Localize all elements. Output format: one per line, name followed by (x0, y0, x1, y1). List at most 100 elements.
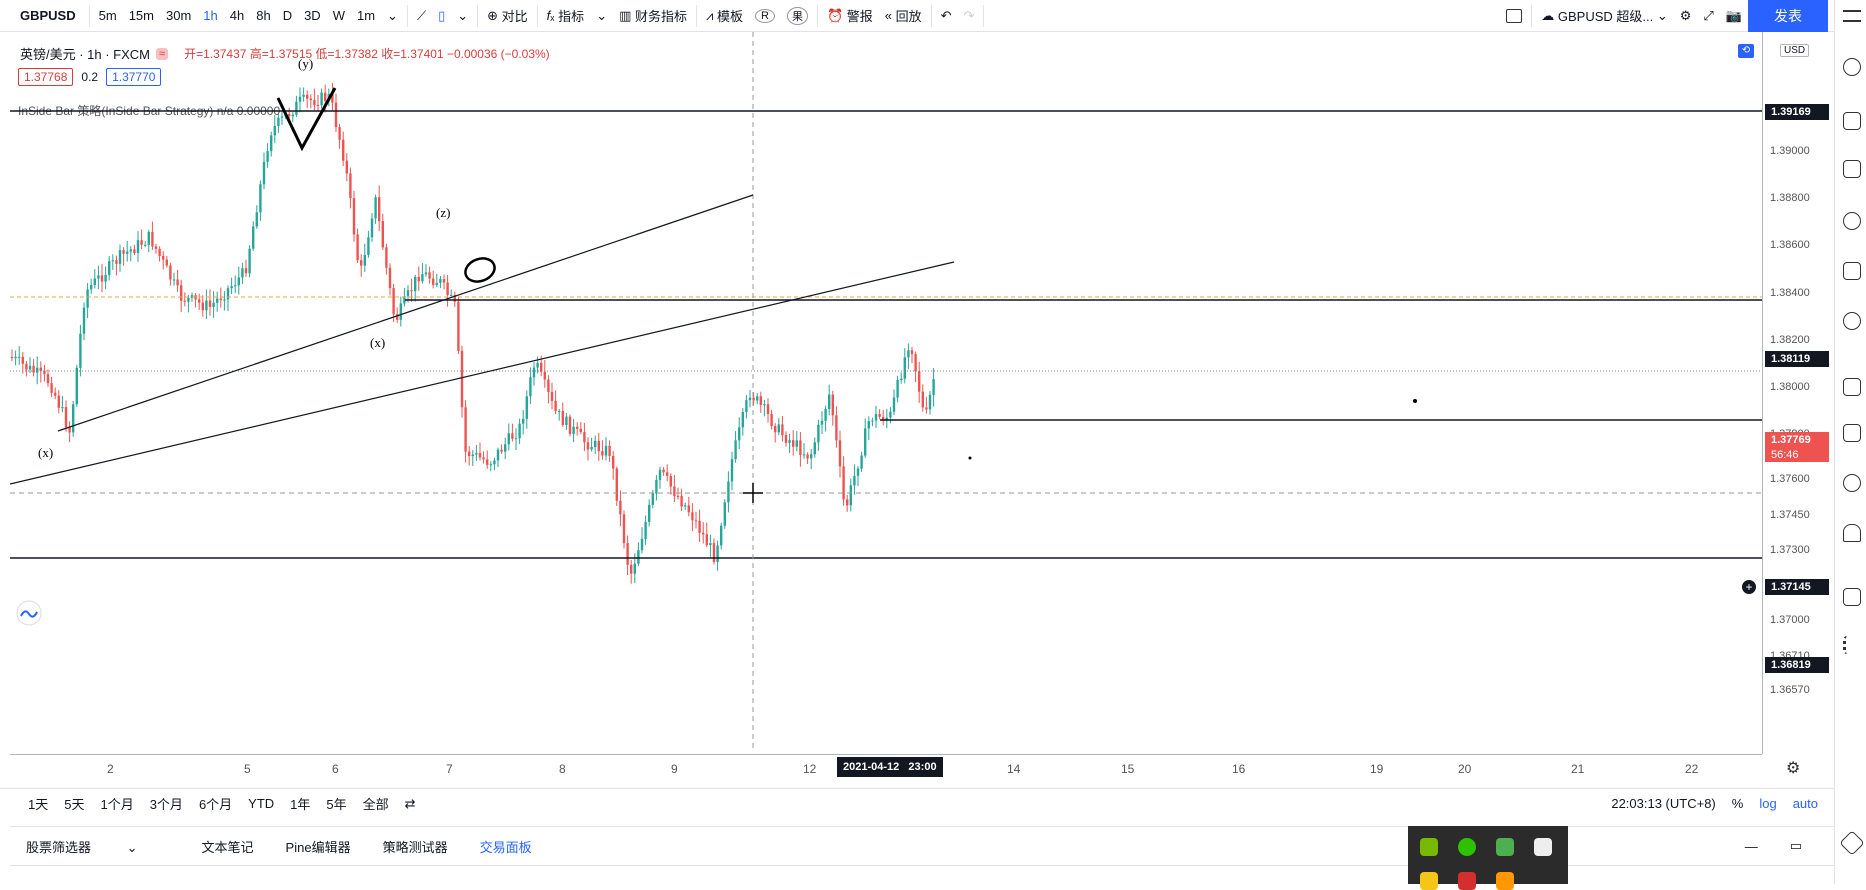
history-icon[interactable] (1843, 212, 1861, 230)
line-price-label[interactable]: 1.36819 (1765, 657, 1829, 673)
interval-w[interactable]: W (332, 8, 345, 23)
fullscreen-layout-icon[interactable] (1500, 0, 1528, 32)
add-plus-icon[interactable]: + (1741, 579, 1757, 595)
indicator-toggle-icon[interactable]: ≈ (156, 47, 169, 60)
maximize-icon[interactable]: ▭ (1789, 838, 1802, 853)
alerts-button[interactable]: ⏰ 警报 (821, 0, 879, 32)
candle-body (180, 285, 183, 301)
line-price-label[interactable]: 1.38119 (1765, 351, 1829, 367)
symbol-title[interactable]: 英镑/美元 · 1h · FXCM (20, 47, 151, 62)
symbol-search[interactable]: GBPUSD (20, 8, 76, 23)
chevron-down-icon[interactable]: ⌄ (596, 7, 608, 23)
line-chart-icon[interactable]: ⟋ (416, 7, 427, 23)
interval-8h[interactable]: 8h (256, 8, 271, 23)
sell-price[interactable]: 1.37768 (18, 68, 74, 86)
security-icon[interactable] (1534, 838, 1552, 856)
r-badge[interactable]: R (749, 0, 781, 32)
circle-drawing[interactable] (462, 255, 498, 286)
layers-icon[interactable] (1839, 830, 1865, 856)
tray-app-icon[interactable] (1496, 872, 1514, 890)
interval-15m[interactable]: 15m (128, 8, 154, 23)
range-5y[interactable]: 5年 (326, 797, 347, 812)
tray-app-icon[interactable] (1458, 872, 1476, 890)
alarm-clock-icon[interactable] (1843, 58, 1861, 76)
wechat-icon[interactable] (1458, 838, 1476, 856)
replay-button[interactable]: « 回放 (879, 0, 928, 32)
currency-badge[interactable]: USD (1780, 44, 1810, 57)
calendar-icon[interactable] (1843, 262, 1861, 280)
tab-trading-panel[interactable]: 交易面板 (479, 839, 532, 855)
details-icon[interactable] (1843, 160, 1861, 178)
range-1m[interactable]: 1个月 (100, 797, 134, 812)
idea-bulb-icon[interactable] (1843, 312, 1861, 330)
tab-stock-screener[interactable]: 股票筛选器 ⌄ (26, 837, 170, 856)
interval-4h[interactable]: 4h (229, 8, 245, 23)
v-drawing[interactable] (276, 87, 337, 152)
interval-30m[interactable]: 30m (165, 8, 192, 23)
clock-display[interactable]: 22:03:13 (UTC+8) (1611, 796, 1716, 811)
interval-3d[interactable]: 3D (304, 8, 321, 23)
watchlist-icon[interactable] (1843, 112, 1861, 130)
buy-price[interactable]: 1.37770 (106, 68, 162, 86)
auto-toggle[interactable]: auto (1792, 796, 1818, 811)
candle-body (169, 265, 172, 280)
sync-icon[interactable]: ⟲ (1738, 44, 1754, 58)
gear-icon[interactable]: ⚙ (1679, 7, 1692, 23)
trend-line-1[interactable] (57, 194, 754, 432)
line-price-label[interactable]: 1.39169 (1765, 104, 1829, 120)
interval-d[interactable]: D (282, 8, 293, 23)
range-1d[interactable]: 1天 (28, 797, 49, 812)
price-axis[interactable] (1762, 32, 1834, 754)
trend-line-2[interactable] (10, 261, 955, 485)
streams-icon[interactable] (1843, 474, 1861, 492)
candle-body (723, 502, 726, 526)
expand-panel-icon[interactable] (1843, 588, 1861, 606)
log-toggle[interactable]: log (1759, 796, 1777, 811)
range-1y[interactable]: 1年 (290, 797, 311, 812)
minimize-icon[interactable]: — (1744, 838, 1758, 854)
axis-gear-icon[interactable]: ⚙ (1786, 760, 1801, 777)
wave-label-y[interactable]: (y) (298, 56, 313, 71)
redo-icon[interactable]: ↷ (963, 7, 975, 23)
messages-icon[interactable] (1843, 424, 1861, 442)
candle-body (50, 383, 53, 393)
wave-label-x[interactable]: (x) (370, 335, 385, 350)
chevron-down-icon[interactable]: ⌄ (457, 7, 469, 23)
indicators-button[interactable]: fₓ 指标 (541, 0, 591, 32)
notification-bell-icon[interactable] (1843, 524, 1861, 542)
range-6m[interactable]: 6个月 (198, 797, 233, 812)
hamburger-menu-icon[interactable] (1843, 10, 1861, 22)
price-chart[interactable]: (y) (z) (x) (x) (10, 32, 1762, 752)
tray-app-icon[interactable] (1420, 872, 1438, 890)
interval-1h[interactable]: 1h (203, 8, 218, 23)
financials-button[interactable]: ▥ 财务指标 (613, 0, 693, 32)
range-5d[interactable]: 5天 (64, 797, 85, 812)
chat-icon[interactable] (1843, 378, 1861, 396)
layout-menu[interactable]: ☁ GBPUSD 超级... ⌄ (1535, 0, 1674, 32)
goto-date-icon[interactable]: ⇄ (404, 795, 416, 811)
result-badge[interactable]: 果 (781, 0, 814, 32)
chevron-down-icon[interactable]: ⌄ (387, 7, 398, 23)
candles-icon[interactable]: ▯ (438, 7, 446, 23)
expand-icon[interactable]: ⤢ (1703, 7, 1714, 23)
range-3m[interactable]: 3个月 (149, 797, 183, 812)
tab-strategy-tester[interactable]: 策略测试器 (382, 839, 448, 855)
interval-5m[interactable]: 5m (98, 8, 117, 23)
time-axis[interactable] (10, 754, 1762, 782)
wave-label-z[interactable]: (z) (436, 205, 450, 220)
interval-1m[interactable]: 1m (356, 8, 376, 23)
tab-text-notes[interactable]: 文本笔记 (201, 839, 254, 855)
percent-toggle[interactable]: % (1731, 796, 1744, 811)
compare-button[interactable]: ⊕ 对比 (481, 0, 534, 32)
shield-icon[interactable] (1496, 838, 1514, 856)
range-all[interactable]: 全部 (362, 797, 389, 812)
undo-icon[interactable]: ↶ (940, 7, 952, 23)
camera-icon[interactable]: 📷 (1725, 7, 1742, 23)
tab-pine-editor[interactable]: Pine编辑器 (285, 839, 351, 855)
wave-label-x[interactable]: (x) (38, 445, 53, 460)
publish-button[interactable]: 发表 (1748, 0, 1828, 32)
range-ytd[interactable]: YTD (248, 796, 275, 811)
templates-button[interactable]: ⩘ 模板 (700, 0, 749, 32)
drag-handle-icon[interactable] (1843, 636, 1861, 654)
nvidia-icon[interactable] (1420, 838, 1438, 856)
